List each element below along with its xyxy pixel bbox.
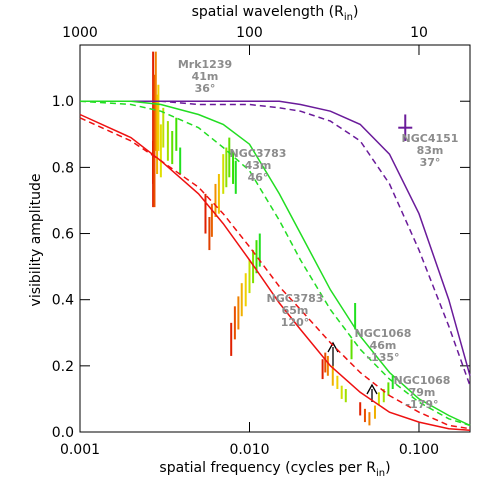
annotation: -179°: [405, 398, 438, 411]
model-curve: [79, 117, 471, 430]
x2-label-end: ): [353, 4, 358, 20]
y-tick-label: 0.0: [52, 425, 74, 441]
model-curve: [80, 100, 471, 427]
model-curve: [80, 100, 471, 377]
y-tick-label: 0.8: [52, 160, 74, 176]
annotation: 83m: [417, 144, 444, 157]
x2-label-sub: in: [344, 12, 353, 23]
model-curve: [80, 100, 471, 386]
annotation: -135°: [366, 351, 399, 364]
y-tick-label: 1.0: [52, 94, 74, 110]
x-label-sub: in: [376, 468, 385, 479]
annotation: 43m: [245, 159, 272, 172]
x2-axis-label: spatial wavelength (Rin): [192, 4, 359, 23]
annotation: Mrk1239: [178, 58, 232, 71]
arrow-head: [366, 383, 378, 395]
y-tick-label: 0.2: [52, 359, 74, 375]
annotation: 65m: [282, 304, 309, 317]
model-curve: [79, 100, 471, 427]
x-tick-label: 0.100: [399, 442, 439, 458]
model-curve: [79, 113, 471, 432]
x2-tick-label: 10: [410, 25, 428, 41]
annotation: NGC1068: [355, 327, 412, 340]
annotation: NGC3783: [230, 147, 287, 160]
x-label-text: spatial frequency (cycles per R: [159, 460, 376, 476]
x-tick-label: 0.001: [60, 442, 100, 458]
annotation: NGC3783: [267, 292, 324, 305]
x2-tick-label: 100: [236, 25, 263, 41]
annotation: NGC1068: [394, 374, 451, 387]
annotation: 79m: [409, 386, 436, 399]
x-label-end: ): [385, 460, 390, 476]
annotation: NGC4151: [402, 132, 459, 145]
annotation: 36°: [195, 82, 216, 95]
y-tick-label: 0.4: [52, 293, 74, 309]
annotation: 46°: [248, 171, 269, 184]
annotation: 41m: [192, 70, 219, 83]
plot-frame: [79, 44, 471, 433]
x-tick-label: 0.010: [229, 442, 269, 458]
y-axis-label: visibility amplitude: [28, 174, 44, 307]
x2-label-text: spatial wavelength (R: [192, 4, 345, 20]
annotation: 120°: [281, 316, 309, 329]
annotation: 46m: [370, 339, 397, 352]
annotation: 37°: [420, 156, 441, 169]
x-axis-label: spatial frequency (cycles per Rin): [159, 460, 390, 479]
x2-tick-label: 1000: [62, 25, 98, 41]
y-tick-label: 0.6: [52, 227, 74, 243]
